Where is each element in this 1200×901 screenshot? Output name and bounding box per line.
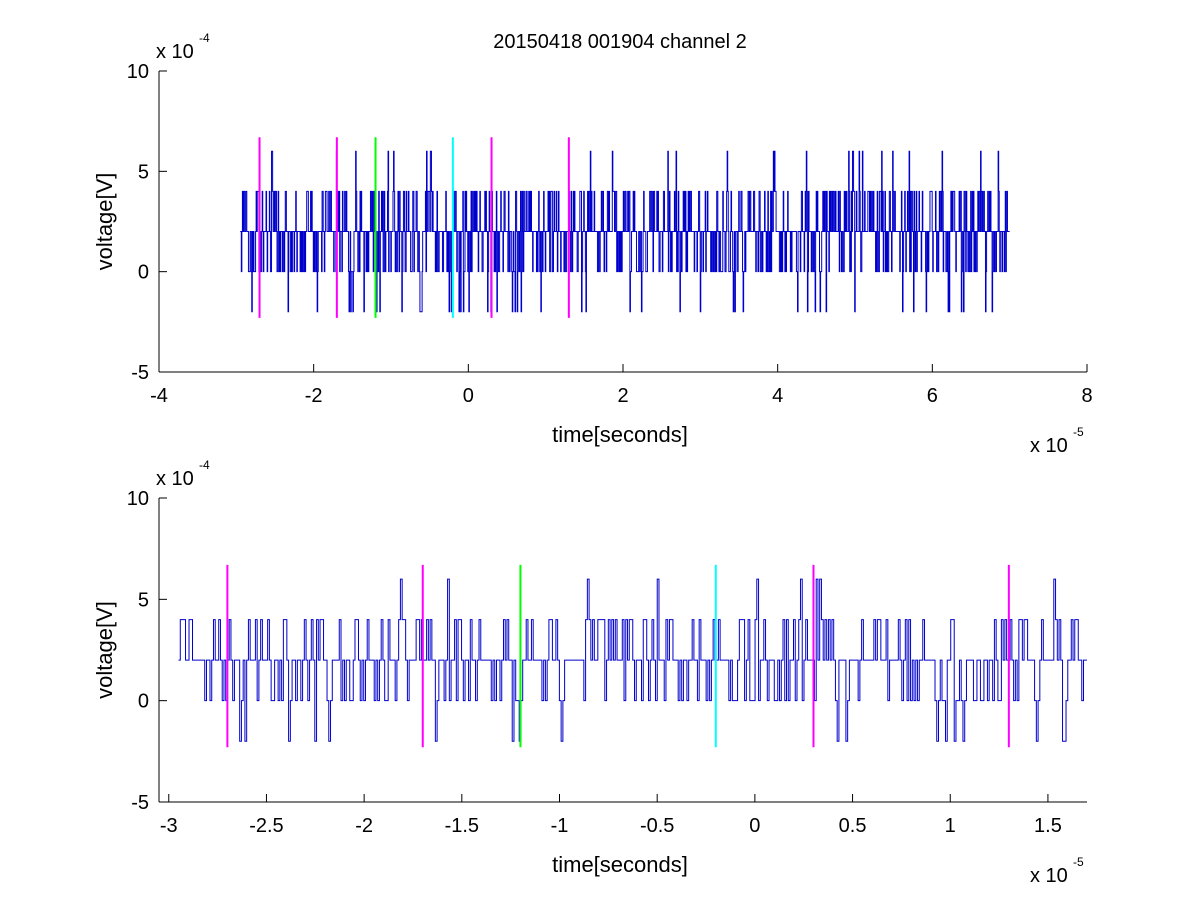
top-y-tick-label: 5 bbox=[138, 161, 149, 183]
figure-title: 20150418 001904 channel 2 bbox=[493, 31, 747, 53]
bottom-x-tick-label: 1 bbox=[945, 815, 956, 837]
bottom-x-exponent-power: -5 bbox=[1073, 855, 1084, 869]
bottom-y-tick-label: 5 bbox=[138, 589, 149, 611]
bottom-x-tick-label: -1.5 bbox=[445, 815, 479, 837]
top-x-tick-label: 2 bbox=[617, 385, 628, 407]
top-x-tick-label: 8 bbox=[1081, 385, 1092, 407]
top-x-axis-label: time[seconds] bbox=[552, 422, 688, 447]
top-x-tick-label: 0 bbox=[463, 385, 474, 407]
bottom-x-tick-label: -1 bbox=[551, 815, 569, 837]
bottom-x-tick-label: -3 bbox=[160, 815, 178, 837]
bottom-y-tick-label: 10 bbox=[127, 488, 149, 510]
bottom-y-exponent-power: -4 bbox=[199, 458, 210, 472]
top-x-tick-label: 6 bbox=[927, 385, 938, 407]
bottom-x-tick-label: -0.5 bbox=[640, 815, 674, 837]
bottom-x-tick-label: 0.5 bbox=[839, 815, 867, 837]
top-y-tick-label: 10 bbox=[127, 61, 149, 83]
top-x-tick-label: -4 bbox=[150, 385, 168, 407]
top-x-exponent-power: -5 bbox=[1073, 425, 1084, 439]
bottom-signal-trace bbox=[178, 578, 1087, 742]
top-signal-trace bbox=[240, 150, 1010, 313]
top-x-tick-label: 4 bbox=[772, 385, 783, 407]
bottom-x-axis-label: time[seconds] bbox=[552, 852, 688, 877]
bottom-subplot: -3 -2.5 -2 -1.5 -1 -0.5 0 0.5 1 1.5 -5 0 5 10 time[sec… bbox=[92, 458, 1087, 887]
top-y-exponent-label: x 10 bbox=[156, 41, 194, 63]
top-y-tick-label: 0 bbox=[138, 262, 149, 284]
top-subplot: -4 -2 0 2 4 6 8 -5 0 5 10 time[seconds] voltage[V] x … bbox=[92, 31, 1093, 457]
top-y-axis-label: voltage[V] bbox=[92, 173, 117, 271]
bottom-x-tick-label: -2 bbox=[355, 815, 373, 837]
bottom-y-tick-label: -5 bbox=[131, 792, 149, 814]
top-x-tick-label: -2 bbox=[305, 385, 323, 407]
top-y-exponent-power: -4 bbox=[199, 31, 210, 45]
bottom-x-tick-label: -2.5 bbox=[249, 815, 283, 837]
bottom-y-axis-label: voltage[V] bbox=[92, 601, 117, 699]
bottom-x-exponent-label: x 10 bbox=[1030, 865, 1068, 887]
bottom-x-tick-label: 0 bbox=[749, 815, 760, 837]
top-x-exponent-label: x 10 bbox=[1030, 435, 1068, 457]
bottom-y-tick-label: 0 bbox=[138, 691, 149, 713]
bottom-x-tick-label: 1.5 bbox=[1034, 815, 1062, 837]
top-y-tick-label: -5 bbox=[131, 362, 149, 384]
bottom-y-exponent-label: x 10 bbox=[156, 468, 194, 490]
